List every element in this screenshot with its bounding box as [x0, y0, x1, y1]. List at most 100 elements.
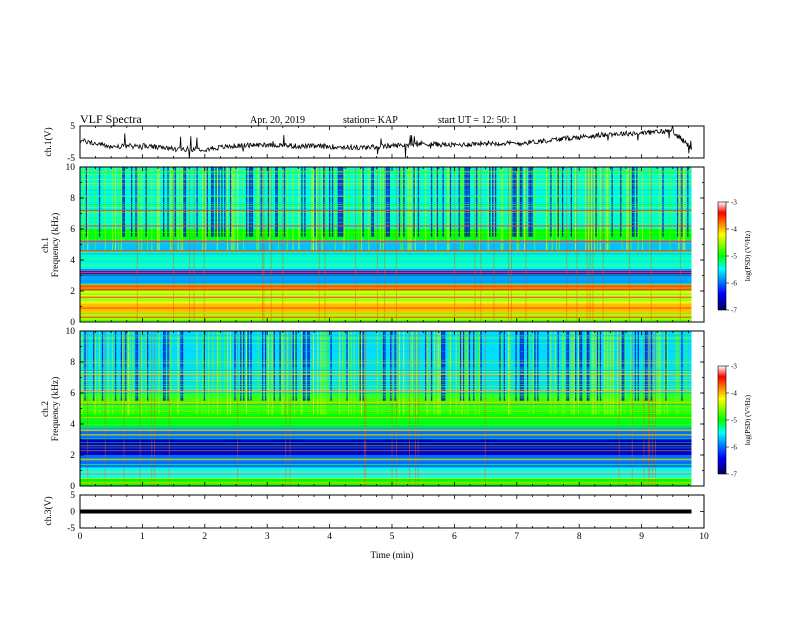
- ch2-spectrogram-stripe: [665, 331, 666, 401]
- ch2-spectrogram-band: [80, 440, 692, 456]
- ch2-spectrogram-stripe: [441, 331, 442, 401]
- ch1-spectrogram-band: [80, 285, 692, 291]
- colorbar-tick-label: -4: [731, 226, 737, 234]
- x-tick-label: 0: [78, 532, 83, 542]
- ch1-waveform-frame: [80, 126, 704, 158]
- ch2-spectrogram-stripe: [622, 331, 623, 401]
- ch2-spectrogram-y-tick-label: 10: [66, 327, 76, 337]
- ch2-spectrogram-stripe: [180, 331, 181, 401]
- ch2-spectrogram-stripe: [473, 331, 474, 401]
- ch2-spectrogram-stripe: [250, 331, 251, 401]
- ch2-spectrogram-stripe: [167, 331, 168, 401]
- ch2-spectrogram-stripe: [135, 331, 136, 401]
- ch2-spectrogram-stripe: [579, 331, 580, 401]
- ch2-spectrogram-stripe: [309, 331, 310, 401]
- ch2-spectrogram-stripe: [102, 331, 103, 401]
- x-tick-label: 1: [140, 532, 145, 542]
- colorbar-scale: [718, 202, 726, 310]
- ch2-spectrogram-stripe: [84, 331, 85, 401]
- ch2-spectrogram-stripe: [304, 331, 305, 401]
- ch1-voltage-label: ch.1(V): [43, 127, 54, 156]
- ch2-spectrogram-stripe: [521, 331, 522, 401]
- colorbar-tick-label: -7: [731, 307, 737, 315]
- ch2-frequency-label: Frequency (kHz): [50, 377, 61, 442]
- ch2-spectrogram-band: [80, 427, 692, 439]
- ch2-spectrogram-stripe: [443, 331, 444, 401]
- ch2-spectrogram-stripe: [444, 331, 445, 401]
- ch2-spectrogram-stripe: [394, 331, 395, 401]
- ch1-channel-label: ch.1: [41, 237, 51, 253]
- ch2-spectrogram-stripe: [480, 331, 481, 401]
- ch2-spectrogram-band: [80, 478, 692, 486]
- ch2-spectrogram-stripe: [265, 331, 266, 401]
- x-tick-label: 7: [514, 532, 519, 542]
- ch2-spectrogram-stripe: [93, 331, 94, 401]
- ch1-spectrogram-y-tick-label: 8: [70, 194, 75, 204]
- ch2-spectrogram-stripe: [537, 331, 538, 401]
- ch2-spectrogram-stripe: [204, 331, 205, 401]
- start-time-label: start UT = 12: 50: 1: [438, 115, 517, 126]
- ch2-spectrogram-stripe: [600, 331, 601, 401]
- x-tick-label: 6: [452, 532, 457, 542]
- ch2-spectrogram-y-tick-label: 8: [70, 358, 75, 368]
- x-tick-label: 9: [639, 532, 644, 542]
- ch2-spectrogram-stripe: [597, 331, 598, 401]
- ch2-spectrogram-stripe: [504, 331, 505, 401]
- ch2-spectrogram-stripe: [588, 331, 589, 401]
- ch2-spectrogram-stripe: [515, 331, 516, 401]
- colorbar-tick-label: -7: [731, 471, 737, 479]
- ch2-spectrogram-stripe: [293, 331, 294, 401]
- ch2-spectrogram-stripe: [115, 331, 116, 401]
- ch2-spectrogram-stripe: [307, 331, 308, 401]
- ch2-spectrogram-band: [80, 455, 692, 467]
- ch2-spectrogram-stripe: [566, 331, 567, 401]
- colorbar-tick-label: -5: [731, 253, 737, 261]
- ch2-spectrogram-stripe: [645, 331, 646, 401]
- colorbar-tick-label: -4: [731, 390, 737, 398]
- ch2-spectrogram-stripe: [681, 331, 682, 401]
- ch2-spectrogram-stripe: [182, 331, 183, 401]
- ch2-spectrogram-stripe: [568, 331, 569, 401]
- colorbar-label: log(PSD) (V²/Hz): [744, 230, 752, 281]
- ch2-spectrogram-stripe: [547, 331, 548, 401]
- ch2-spectrogram-stripe: [147, 331, 148, 401]
- ch2-spectrogram-stripe: [463, 331, 464, 401]
- ch2-channel-label: ch.2: [41, 401, 51, 417]
- ch2-spectrogram-stripe: [558, 331, 559, 401]
- ch2-spectrogram-stripe: [346, 331, 347, 401]
- ch2-spectrogram-stripe: [362, 331, 363, 401]
- colorbar-scale: [718, 366, 726, 474]
- ch2-spectrogram-stripe: [240, 331, 241, 401]
- ch2-spectrogram-stripe: [575, 331, 576, 401]
- ch2-spectrogram-stripe: [534, 331, 535, 401]
- ch2-spectrogram-stripe: [384, 331, 385, 401]
- ch2-spectrogram-stripe: [623, 331, 624, 401]
- colorbar-tick-label: -5: [731, 417, 737, 425]
- x-tick-label: 10: [699, 532, 709, 542]
- colorbar-label: log(PSD) (V²/Hz): [744, 394, 752, 445]
- ch2-spectrogram-stripe: [635, 331, 636, 401]
- ch1-spectrogram-y-tick-label: 10: [66, 163, 76, 173]
- ch2-spectrogram-stripe: [651, 331, 652, 401]
- ch3-y-tick-label: -5: [67, 524, 75, 534]
- ch2-spectrogram-stripe: [137, 331, 138, 401]
- ch2-spectrogram-stripe: [499, 331, 500, 401]
- ch2-spectrogram-stripe: [581, 331, 582, 401]
- ch2-spectrogram-stripe: [279, 331, 280, 401]
- x-tick-label: 5: [390, 532, 395, 542]
- ch3-y-tick-label: 5: [70, 491, 75, 501]
- colorbar-tick-label: -6: [731, 280, 737, 288]
- ch2-spectrogram-stripe: [121, 331, 122, 401]
- ch2-spectrogram-stripe: [520, 331, 521, 401]
- ch2-spectrogram-stripe: [431, 331, 432, 401]
- ch2-spectrogram-stripe: [243, 331, 244, 401]
- ch2-spectrogram-stripe: [460, 331, 461, 401]
- ch2-spectrogram-stripe: [164, 331, 165, 401]
- ch2-spectrogram-stripe: [469, 331, 470, 401]
- ch1-spectrogram-y-tick-label: 2: [70, 287, 75, 297]
